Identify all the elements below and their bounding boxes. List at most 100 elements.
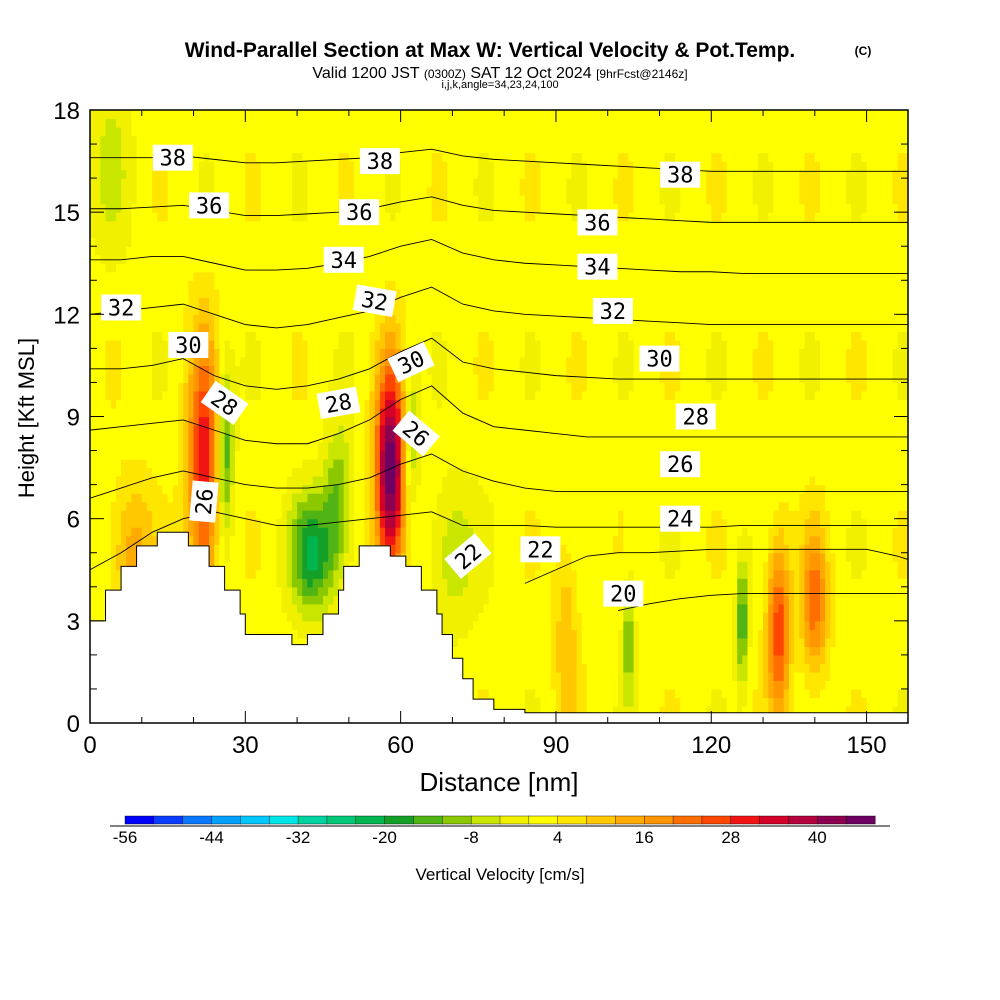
velocity-cell	[297, 561, 303, 571]
velocity-cell	[250, 280, 257, 290]
velocity-cell	[136, 203, 143, 213]
velocity-cell	[266, 356, 272, 367]
velocity-cell	[302, 246, 309, 256]
velocity-cell	[115, 118, 122, 128]
velocity-cell	[328, 476, 334, 486]
velocity-cell	[302, 373, 309, 384]
velocity-cell	[229, 450, 236, 460]
velocity-cell	[395, 169, 402, 179]
velocity-cell	[157, 127, 164, 137]
velocity-cell	[421, 314, 428, 324]
velocity-cell	[152, 373, 158, 384]
velocity-cell	[442, 280, 448, 290]
velocity-cell	[240, 339, 246, 349]
velocity-cell	[416, 280, 422, 290]
velocity-cell	[162, 399, 169, 409]
velocity-cell	[385, 331, 391, 341]
velocity-cell	[229, 476, 236, 486]
velocity-cell	[146, 527, 153, 537]
velocity-cell	[240, 254, 246, 264]
velocity-cell	[286, 161, 293, 171]
velocity-cell	[172, 305, 179, 315]
velocity-cell	[146, 459, 153, 469]
velocity-cell	[209, 118, 215, 128]
velocity-cell	[203, 476, 210, 486]
velocity-cell	[416, 169, 422, 179]
velocity-cell	[167, 212, 174, 222]
velocity-cell	[229, 127, 236, 137]
velocity-cell	[214, 425, 221, 435]
velocity-cell	[286, 178, 293, 188]
velocity-cell	[328, 212, 334, 222]
velocity-cell	[442, 629, 448, 639]
velocity-cell	[291, 161, 298, 171]
velocity-cell	[260, 322, 267, 332]
velocity-cell	[95, 110, 101, 120]
velocity-cell	[410, 339, 417, 349]
velocity-cell	[328, 493, 334, 503]
velocity-cell	[390, 212, 397, 222]
velocity-cell	[167, 195, 174, 205]
velocity-cell	[405, 263, 412, 273]
velocity-cell	[307, 348, 314, 358]
velocity-cell	[214, 169, 221, 179]
velocity-cell	[307, 161, 314, 171]
velocity-cell	[183, 127, 189, 137]
velocity-cell	[115, 382, 122, 392]
velocity-cell	[302, 229, 309, 239]
velocity-cell	[203, 450, 210, 460]
velocity-cell	[286, 195, 293, 205]
velocity-cell	[126, 178, 133, 188]
velocity-cell	[302, 356, 309, 367]
velocity-cell	[100, 322, 107, 332]
velocity-cell	[338, 442, 345, 452]
velocity-cell	[105, 254, 112, 264]
velocity-cell	[328, 271, 334, 281]
velocity-cell	[302, 339, 309, 349]
velocity-cell	[121, 356, 127, 367]
velocity-cell	[131, 288, 138, 298]
velocity-cell	[240, 212, 246, 222]
velocity-cell	[297, 595, 303, 605]
velocity-cell	[317, 442, 324, 452]
velocity-cell	[229, 356, 236, 367]
velocity-cell	[266, 152, 272, 162]
velocity-cell	[266, 620, 272, 630]
velocity-cell	[178, 433, 184, 443]
velocity-cell	[121, 544, 127, 554]
velocity-cell	[297, 263, 303, 273]
velocity-cell	[110, 442, 117, 452]
velocity-cell	[307, 254, 314, 264]
velocity-cell	[364, 322, 371, 332]
velocity-cell	[317, 620, 324, 630]
velocity-cell	[354, 433, 360, 443]
velocity-cell	[157, 518, 164, 528]
velocity-cell	[400, 467, 407, 477]
velocity-cell	[250, 254, 257, 264]
velocity-cell	[260, 254, 267, 264]
velocity-cell	[431, 135, 438, 145]
velocity-cell	[219, 356, 226, 367]
velocity-cell	[369, 280, 376, 290]
velocity-cell	[198, 127, 205, 137]
velocity-cell	[431, 237, 438, 247]
velocity-cell	[131, 467, 138, 477]
velocity-cell	[447, 629, 454, 639]
velocity-cell	[152, 254, 158, 264]
velocity-cell	[172, 280, 179, 290]
velocity-cell	[219, 518, 226, 528]
velocity-cell	[312, 620, 319, 630]
velocity-cell	[322, 169, 329, 179]
velocity-cell	[255, 390, 262, 401]
velocity-cell	[426, 484, 433, 494]
velocity-cell	[100, 348, 107, 358]
velocity-cell	[234, 561, 241, 571]
velocity-cell	[442, 135, 448, 145]
velocity-cell	[322, 305, 329, 315]
velocity-cell	[115, 263, 122, 273]
velocity-cell	[312, 501, 319, 511]
velocity-cell	[131, 246, 138, 256]
velocity-cell	[400, 331, 407, 341]
velocity-cell	[146, 178, 153, 188]
velocity-cell	[426, 578, 433, 588]
